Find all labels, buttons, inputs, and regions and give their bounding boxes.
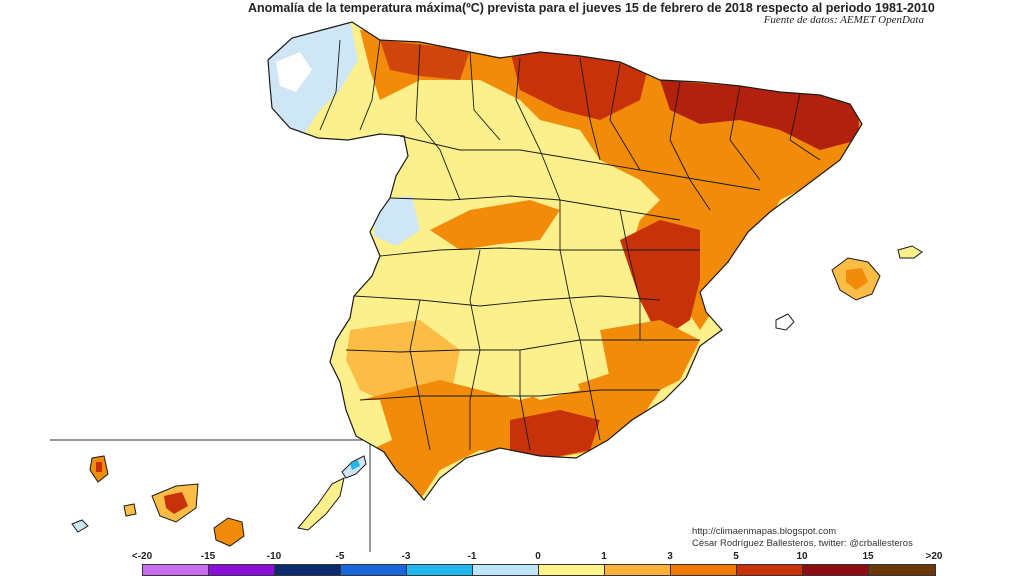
- legend-tick: -1: [467, 551, 477, 562]
- legend-swatch: [671, 565, 737, 575]
- legend-tick: -10: [266, 551, 282, 562]
- legend-swatch: [605, 565, 671, 575]
- legend-tick: -5: [335, 551, 345, 562]
- ibiza: [775, 313, 795, 331]
- mallorca-core: [846, 268, 868, 290]
- legend-tick: -3: [401, 551, 411, 562]
- basque-red-zone: [510, 50, 650, 120]
- legend-swatch: [341, 565, 407, 575]
- lanzarote-blue: [350, 460, 360, 470]
- south-yellow-patch: [520, 360, 580, 400]
- la-palma-core: [96, 462, 102, 472]
- west-cool-zone: [374, 196, 420, 246]
- granada-red-zone: [510, 410, 600, 458]
- blog-link[interactable]: http://climaenmapas.blogspot.com: [692, 526, 837, 537]
- legend-swatch: [209, 565, 275, 575]
- legend-tick: 0: [535, 551, 541, 562]
- legend-tick: 5: [733, 551, 739, 562]
- legend-swatch: [473, 565, 539, 575]
- galicia-cool-zone: [268, 22, 358, 140]
- canary-islands: [71, 455, 367, 547]
- galicia-white-patch: [276, 52, 312, 92]
- el-hierro: [71, 519, 89, 533]
- peninsula: [267, 21, 863, 501]
- la-gomera: [123, 503, 137, 517]
- legend-tick: >20: [925, 551, 943, 562]
- province-borders: [319, 39, 821, 451]
- legend-swatch: [869, 565, 935, 575]
- huelva-yellow: [340, 400, 392, 450]
- legend-tick: -15: [200, 551, 216, 562]
- legend-swatch: [539, 565, 605, 575]
- legend-swatch: [275, 565, 341, 575]
- legend-tick: <-20: [131, 551, 153, 562]
- gran-canaria: [213, 517, 245, 547]
- map-title: Anomalía de la temperatura máxima(ºC) pr…: [248, 1, 935, 15]
- legend-swatch: [407, 565, 473, 575]
- legend-tick: 15: [862, 551, 874, 562]
- cantabria-dark-zone: [380, 40, 470, 80]
- pyrenees-red-zone: [660, 80, 860, 150]
- legend-swatch: [803, 565, 869, 575]
- legend-swatch: [737, 565, 803, 575]
- data-source: Fuente de datos: AEMET OpenData: [763, 14, 924, 26]
- balearic-islands: [775, 245, 923, 331]
- legend-tick: 1: [601, 551, 607, 562]
- credits: http://climaenmapas.blogspot.com César R…: [692, 526, 913, 550]
- fuerteventura: [297, 477, 345, 531]
- menorca: [897, 245, 923, 259]
- legend-tick: 3: [667, 551, 673, 562]
- legend-color-bar: [142, 564, 936, 576]
- legend-ticks: <-20 -15 -10 -5 -3 -1 0 1 3 5 10 15 >20: [120, 551, 960, 563]
- central-orange-band: [430, 200, 560, 250]
- peninsula-coastline: [267, 21, 863, 501]
- legend-tick: 10: [796, 551, 808, 562]
- tenerife-core: [164, 492, 188, 514]
- legend-swatch: [143, 565, 209, 575]
- author-credit: César Rodríguez Ballesteros, twitter: @c…: [692, 538, 913, 549]
